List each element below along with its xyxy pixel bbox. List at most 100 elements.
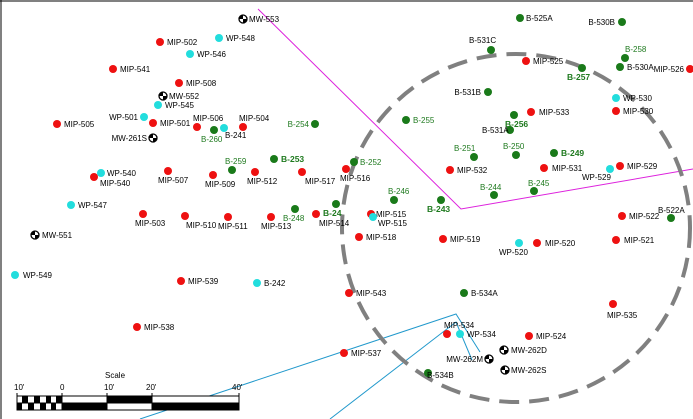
point-label: WP-546 — [197, 50, 226, 59]
boring-point-marker — [484, 88, 492, 96]
point-label: MIP-513 — [261, 222, 292, 231]
sample-point-wp-540: WP-540 — [97, 169, 136, 178]
boring-point-marker — [402, 116, 410, 124]
sample-point-mip-531: MIP-531 — [540, 164, 583, 173]
sample-point-mip-538: MIP-538 — [133, 323, 175, 332]
wp-point-marker — [215, 34, 223, 42]
point-label: B-243 — [427, 204, 450, 214]
point-label: WP-520 — [499, 248, 528, 257]
sample-point-b-241: B-241 — [220, 124, 247, 140]
point-label: B-241 — [225, 131, 247, 140]
sample-point-b-259: B-259 — [225, 157, 247, 174]
wp-point-marker — [220, 124, 228, 132]
point-label: B-24 — [323, 208, 342, 218]
mip-point-marker — [251, 168, 259, 176]
sample-point-mip-529: MIP-529 — [616, 162, 658, 171]
point-label: MIP-543 — [356, 289, 387, 298]
point-label: B-531A — [482, 126, 509, 135]
point-label: MIP-534 — [444, 321, 475, 330]
sample-point-mip-524: MIP-524 — [525, 332, 567, 341]
sample-point-b-531b: B-531B — [454, 88, 492, 97]
point-label: B-259 — [225, 157, 247, 166]
point-label: MIP-508 — [186, 79, 217, 88]
sample-point-b-531a: B-531A — [482, 126, 514, 135]
sample-point-b-258: B-258 — [621, 45, 647, 62]
point-label: MW-552 — [169, 92, 200, 101]
scale-bar-segment — [17, 403, 22, 410]
boring-point-marker — [616, 63, 624, 71]
point-label: B-253 — [281, 154, 304, 164]
sample-point-mip-502: MIP-502 — [156, 38, 198, 47]
scale-tick-label: 20' — [146, 383, 157, 392]
mip-point-marker — [156, 38, 164, 46]
boring-point-marker — [291, 205, 299, 213]
monitoring-well-quadrant — [163, 96, 167, 100]
mip-point-marker — [612, 107, 620, 115]
boring-point-marker — [390, 196, 398, 204]
scale-title: Scale — [105, 371, 126, 380]
point-label: B-251 — [454, 144, 476, 153]
sample-point-b-253: B-253 — [270, 154, 304, 164]
monitoring-well-quadrant — [149, 134, 153, 138]
sample-point-mip-533: MIP-533 — [527, 108, 570, 117]
sample-point-mip-517: MIP-517 — [298, 168, 336, 186]
sample-point-mip-522: MIP-522 — [618, 212, 660, 221]
point-label: MIP-518 — [366, 233, 397, 242]
point-label: MIP-505 — [64, 120, 95, 129]
boring-point-marker — [311, 120, 319, 128]
sample-point-wp-546: WP-546 — [186, 50, 226, 59]
point-label: B-244 — [480, 183, 502, 192]
mip-point-marker — [139, 210, 147, 218]
point-label: MIP-533 — [539, 108, 570, 117]
mip-point-marker — [149, 119, 157, 127]
mip-point-marker — [522, 57, 530, 65]
boring-point-marker — [424, 369, 432, 377]
mip-point-marker — [525, 332, 533, 340]
sample-point-b-245: B-245 — [528, 179, 550, 195]
point-label: B-531C — [469, 36, 496, 45]
sample-point-mip-534: MIP-534 — [443, 321, 475, 338]
sample-point-wp-548: WP-548 — [215, 34, 255, 43]
point-label: B-530B — [588, 18, 615, 27]
monitoring-well-quadrant — [505, 370, 509, 374]
scale-bar-segment — [51, 403, 56, 410]
boring-point-marker — [530, 187, 538, 195]
mip-point-marker — [90, 173, 98, 181]
point-label: MIP-504 — [239, 114, 270, 123]
point-label: MIP-539 — [188, 277, 219, 286]
mip-point-marker — [267, 213, 275, 221]
sample-point-mip-513: MIP-513 — [261, 213, 292, 231]
monitoring-well-quadrant — [485, 355, 489, 359]
point-label: MIP-522 — [629, 212, 660, 221]
point-label: B-257 — [567, 72, 590, 82]
scale-bar-segment — [34, 396, 40, 403]
point-label: B-252 — [360, 158, 382, 167]
point-label: MIP-537 — [351, 349, 382, 358]
sample-point-mip-509: MIP-509 — [205, 171, 236, 189]
sample-point-b-534b: B-534B — [424, 369, 454, 380]
boring-point-marker — [667, 214, 675, 222]
point-label: MIP-517 — [305, 177, 336, 186]
point-label: MIP-519 — [450, 235, 481, 244]
sample-point-b-254: B-254 — [288, 120, 319, 129]
point-label: B-531B — [454, 88, 481, 97]
wp-point-marker — [140, 113, 148, 121]
mip-point-marker — [618, 212, 626, 220]
boring-point-marker — [578, 64, 586, 72]
sample-point-mip-532: MIP-532 — [446, 166, 488, 175]
scale-bar-segment — [40, 403, 46, 410]
wp-point-marker — [612, 94, 620, 102]
sample-point-mip-539: MIP-539 — [177, 277, 219, 286]
boring-point-marker — [490, 191, 498, 199]
point-label: MIP-532 — [457, 166, 488, 175]
mip-point-marker — [298, 168, 306, 176]
sample-point-mip-505: MIP-505 — [53, 120, 95, 129]
sample-point-b-530a: B-530A — [616, 63, 654, 72]
point-label: WP-548 — [226, 34, 255, 43]
mip-point-marker — [193, 123, 201, 131]
point-label: MW-261S — [112, 134, 147, 143]
boring-point-marker — [516, 14, 524, 22]
point-label: MIP-514 — [319, 219, 350, 228]
sample-point-mip-510: MIP-510 — [181, 212, 217, 230]
point-label: MIP-501 — [160, 119, 191, 128]
